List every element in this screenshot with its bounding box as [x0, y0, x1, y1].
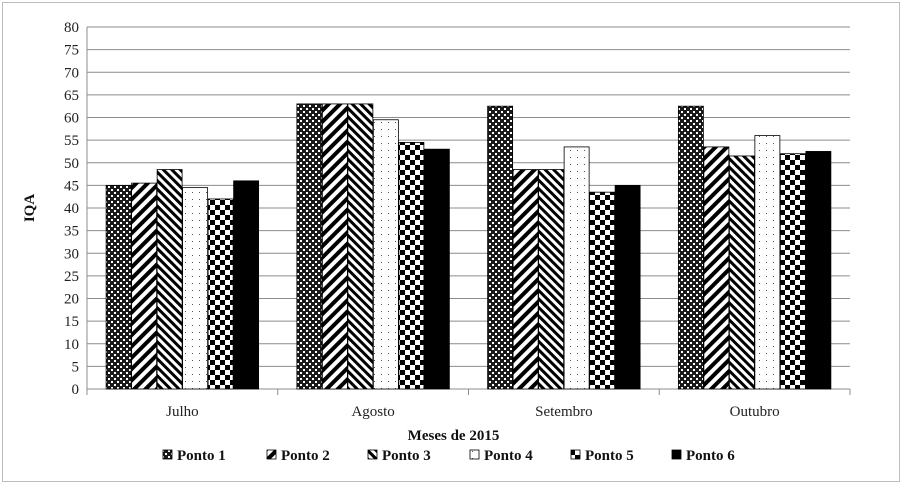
- bar-ponto-2-agosto: [321, 103, 348, 390]
- x-tick-label: Julho: [166, 404, 199, 420]
- y-tick-label: 5: [72, 359, 80, 375]
- bar-ponto-6-agosto: [423, 148, 450, 390]
- legend-item-ponto-3: Ponto 3: [367, 448, 431, 464]
- bars: [105, 103, 832, 390]
- legend-item-ponto-2: Ponto 2: [266, 448, 330, 464]
- y-axis-title: IQA: [22, 194, 38, 223]
- bar-ponto-1-agosto: [296, 103, 323, 390]
- legend-swatch: [266, 449, 277, 460]
- y-tick-label: 35: [64, 224, 79, 240]
- bar-ponto-5-julho: [207, 198, 234, 390]
- y-tick-label: 40: [64, 201, 79, 217]
- bar-ponto-5-setembro: [589, 191, 616, 390]
- bar-ponto-3-setembro: [538, 169, 565, 390]
- tick-labels: 0 5 10 15 20 25 30 35 40 45 50 55 60 65 70 75 80 Julho Ago…: [64, 20, 780, 420]
- legend-item-ponto-5: Ponto 5: [570, 448, 634, 464]
- y-tick-label: 50: [64, 156, 79, 172]
- y-tick-label: 65: [64, 88, 79, 104]
- bar-ponto-5-outubro: [779, 153, 806, 390]
- legend-swatch: [570, 449, 581, 460]
- legend-label: Ponto 1: [177, 448, 226, 464]
- bar-ponto-4-agosto: [372, 119, 399, 390]
- y-tick-label: 15: [64, 314, 79, 330]
- bar-ponto-6-julho: [233, 180, 260, 390]
- bar-ponto-1-setembro: [487, 105, 514, 390]
- y-tick-label: 30: [64, 246, 79, 262]
- x-tick-label: Agosto: [351, 404, 394, 420]
- y-tick-label: 25: [64, 269, 79, 285]
- y-tick-label: 80: [64, 20, 79, 36]
- bar-ponto-6-outubro: [805, 151, 832, 390]
- y-tick-label: 55: [64, 133, 79, 149]
- bar-ponto-1-julho: [105, 184, 132, 390]
- legend-swatch: [367, 449, 378, 460]
- y-tick-label: 70: [64, 65, 79, 81]
- legend-label: Ponto 3: [382, 448, 431, 464]
- bar-ponto-5-agosto: [398, 141, 425, 390]
- bar-ponto-1-outubro: [677, 105, 704, 390]
- bar-ponto-4-julho: [182, 187, 209, 390]
- legend-swatch: [469, 449, 480, 460]
- bar-ponto-2-setembro: [512, 169, 539, 390]
- y-tick-label: 10: [64, 337, 79, 353]
- bar-ponto-6-setembro: [614, 184, 641, 390]
- legend-label: Ponto 2: [281, 448, 330, 464]
- y-tick-label: 0: [72, 382, 80, 398]
- legend-label: Ponto 4: [484, 448, 533, 464]
- x-axis-title: Meses de 2015: [408, 428, 500, 444]
- legend-label: Ponto 6: [686, 448, 735, 464]
- bar-ponto-4-outubro: [754, 135, 781, 390]
- x-tick-label: Outubro: [730, 404, 780, 420]
- legend-item-ponto-6: Ponto 6: [671, 448, 735, 464]
- legend: Ponto 1 Ponto 2 Ponto 3 Ponto 4 Ponto 5 Ponto…: [162, 448, 735, 464]
- legend-swatch: [671, 449, 682, 460]
- y-tick-label: 20: [64, 292, 79, 308]
- y-tick-label: 75: [64, 43, 79, 59]
- legend-label: Ponto 5: [585, 448, 634, 464]
- bar-ponto-3-outubro: [728, 155, 755, 390]
- legend-item-ponto-4: Ponto 4: [469, 448, 533, 464]
- bar-ponto-3-julho: [156, 169, 183, 390]
- bar-ponto-2-julho: [131, 182, 158, 390]
- x-tick-label: Setembro: [535, 404, 593, 420]
- legend-item-ponto-1: Ponto 1: [162, 448, 226, 464]
- y-tick-label: 60: [64, 111, 79, 127]
- legend-swatch: [162, 449, 173, 460]
- bar-ponto-3-agosto: [347, 103, 374, 390]
- bar-ponto-4-setembro: [563, 146, 590, 390]
- y-tick-label: 45: [64, 178, 79, 194]
- bar-ponto-2-outubro: [703, 146, 730, 390]
